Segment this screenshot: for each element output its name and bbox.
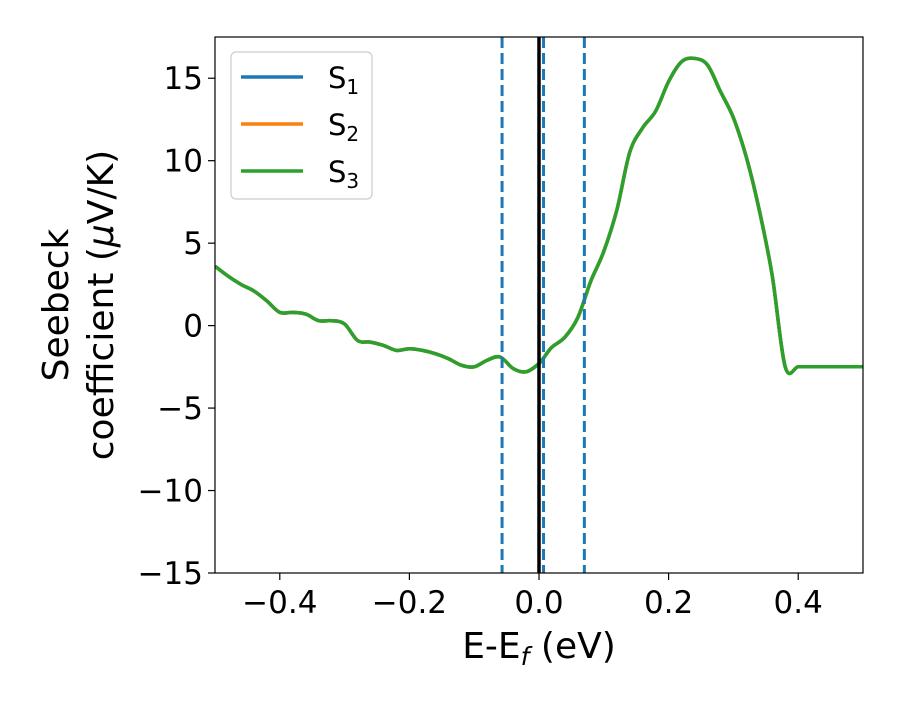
- legend-label-s3: S3: [328, 155, 359, 193]
- y-tick-label: 15: [164, 61, 203, 97]
- x-tick-label: 0.0: [514, 585, 563, 621]
- y-tick-label: 0: [183, 309, 203, 345]
- y-axis-label-line2: coefficient (μV/K): [81, 150, 122, 460]
- y-tick-label: −15: [138, 556, 203, 592]
- legend-label-s1: S1: [328, 61, 359, 99]
- y-axis-label-line1: Seebeck: [36, 228, 77, 381]
- x-tick-label: −0.2: [372, 585, 447, 621]
- x-axis-label: E-Ef (eV): [462, 626, 616, 671]
- legend-label-s2: S2: [328, 108, 359, 146]
- x-tick-label: −0.4: [242, 585, 317, 621]
- y-tick-label: 10: [164, 144, 203, 180]
- y-tick-label: 5: [183, 226, 203, 262]
- x-tick-label: 0.4: [774, 585, 823, 621]
- legend: S1 S2 S3: [230, 51, 373, 200]
- y-tick-label: −10: [138, 474, 203, 510]
- x-tick-label: 0.2: [644, 585, 693, 621]
- y-tick-label: −5: [157, 391, 203, 427]
